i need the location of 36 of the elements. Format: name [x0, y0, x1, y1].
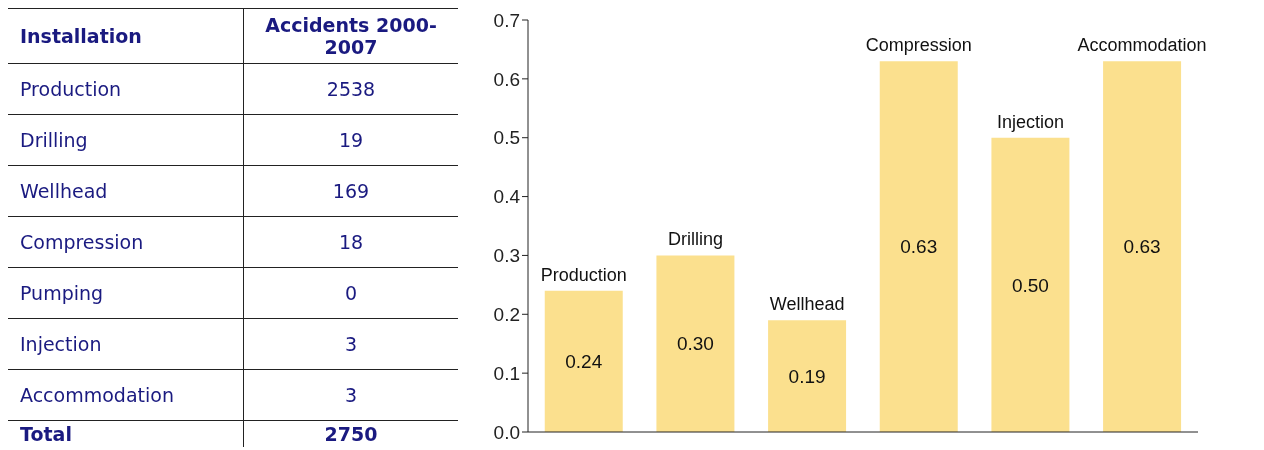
- data-label: 0: [243, 267, 458, 319]
- data-label: 3: [243, 369, 458, 421]
- y-tick-label: 0.3: [493, 245, 520, 267]
- data-label: 169: [243, 165, 458, 217]
- bar: [656, 255, 735, 432]
- category-label: Pumping: [8, 267, 244, 319]
- bar: [768, 320, 847, 432]
- bar: [879, 61, 958, 432]
- category-label: Drilling: [8, 114, 244, 166]
- data-label: 0.63: [1123, 236, 1161, 258]
- category-label: Accommodation: [8, 369, 244, 421]
- text: Total: [19, 422, 73, 447]
- data-label: 2538: [243, 63, 458, 115]
- data-label: 0.30: [676, 333, 714, 355]
- data-label: 0.19: [788, 365, 826, 387]
- data-label: 0.24: [565, 351, 603, 373]
- y-tick-label: 0.5: [493, 127, 520, 149]
- data-label: 0.63: [900, 236, 938, 258]
- y-tick-label: 0.2: [493, 304, 520, 326]
- y-tick-label: 0.7: [493, 9, 520, 31]
- y-tick-label: 0.1: [493, 362, 520, 384]
- y-tick-label: 0.4: [493, 186, 521, 208]
- bar: [544, 290, 623, 432]
- data-label: 0.50: [1011, 274, 1049, 296]
- data-label: 18: [243, 216, 458, 268]
- y-tick-label: 0.0: [493, 421, 520, 443]
- text: 2750: [243, 420, 458, 447]
- category-label: Wellhead: [8, 165, 244, 217]
- bar: [991, 137, 1070, 432]
- text: Installation: [8, 8, 244, 64]
- data-label: 19: [243, 114, 458, 166]
- bar: [1103, 61, 1182, 432]
- text: Accidents 2000-2007: [243, 8, 458, 64]
- y-tick-label: 0.6: [493, 68, 520, 90]
- category-label: Injection: [8, 318, 244, 370]
- data-label: 3: [243, 318, 458, 370]
